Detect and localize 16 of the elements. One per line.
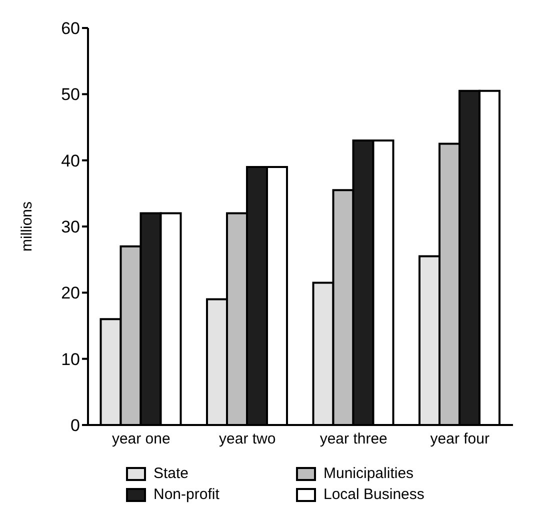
x-tick-label: year one: [112, 430, 170, 448]
legend-label: Local Business: [324, 486, 424, 503]
y-tick-label: 50: [61, 85, 80, 104]
x-tick-label: year three: [320, 430, 388, 448]
y-axis-title: millions: [18, 201, 36, 252]
x-tick-label: year two: [219, 430, 276, 448]
legend-label: Municipalities: [324, 465, 414, 482]
y-tick-label: 20: [61, 284, 80, 303]
y-tick-label: 10: [61, 350, 80, 369]
legend-label: Non-profit: [154, 486, 220, 503]
y-tick-label: 30: [61, 218, 80, 237]
x-tick-label: year four: [430, 430, 490, 448]
y-tick-label: 0: [70, 416, 80, 436]
y-tick-label: 40: [61, 151, 80, 170]
y-tick-label: 60: [61, 19, 80, 38]
legend-label: State: [154, 465, 189, 482]
